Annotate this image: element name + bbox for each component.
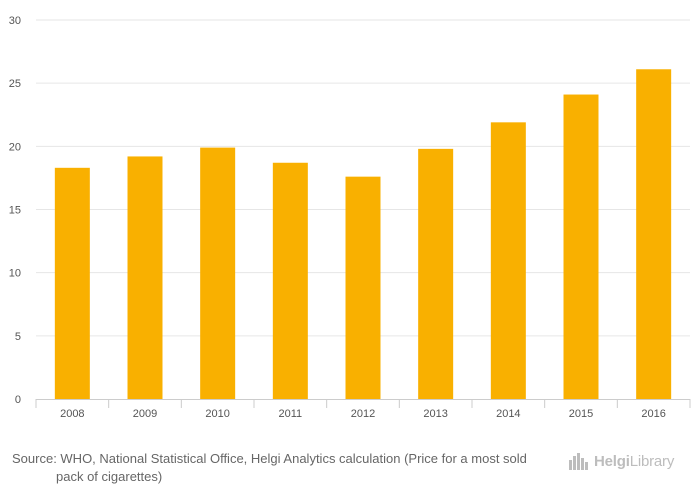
chart-footer: Source: WHO, National Statistical Office…: [0, 440, 700, 500]
helgi-library-logo: Helgi Library: [568, 450, 674, 472]
bar-2010: [200, 147, 236, 399]
source-note: Source: WHO, National Statistical Office…: [12, 450, 532, 486]
bar-2009: [127, 156, 163, 399]
x-axis-tick-labels: 2008 2009 2010 2011 2012 2013 2014 2015 2016: [60, 408, 666, 420]
bar-2016: [636, 69, 672, 400]
x-tick-label-2009: 2009: [133, 408, 157, 420]
y-axis-tick-labels: 0 5 10 15 20 25 30: [9, 15, 21, 406]
x-tick-label-2008: 2008: [60, 408, 84, 420]
bar-2012: [345, 176, 381, 399]
bars: [54, 69, 672, 400]
y-tick-label-10: 10: [9, 268, 21, 280]
bar-2008: [54, 167, 90, 399]
x-tick-label-2012: 2012: [351, 408, 375, 420]
x-tick-label-2015: 2015: [569, 408, 593, 420]
x-tick-label-2014: 2014: [496, 408, 520, 420]
x-tick-label-2010: 2010: [205, 408, 229, 420]
city-skyline-icon: [569, 453, 588, 470]
bar-2015: [563, 94, 599, 399]
y-tick-label-5: 5: [15, 331, 21, 343]
y-tick-label-25: 25: [9, 78, 21, 90]
bar-2013: [418, 148, 454, 399]
bar-chart: 0 5 10 15 20 25 30 2008 2009 2010 2011 2012 2013 201…: [9, 15, 691, 420]
y-tick-label-30: 30: [9, 15, 21, 27]
x-tick-label-2011: 2011: [279, 408, 303, 420]
bar-2014: [490, 122, 526, 399]
logo-suffix-text: Library: [629, 452, 675, 470]
source-text: Source: WHO, National Statistical Office…: [12, 451, 527, 484]
y-tick-label-15: 15: [9, 205, 21, 217]
y-tick-label-20: 20: [9, 141, 21, 153]
logo-brand-text: Helgi: [594, 452, 630, 470]
x-tick-label-2016: 2016: [641, 408, 665, 420]
y-tick-label-0: 0: [15, 394, 21, 406]
bar-2011: [272, 162, 308, 399]
x-axis: [35, 399, 691, 408]
x-tick-label-2013: 2013: [423, 408, 447, 420]
